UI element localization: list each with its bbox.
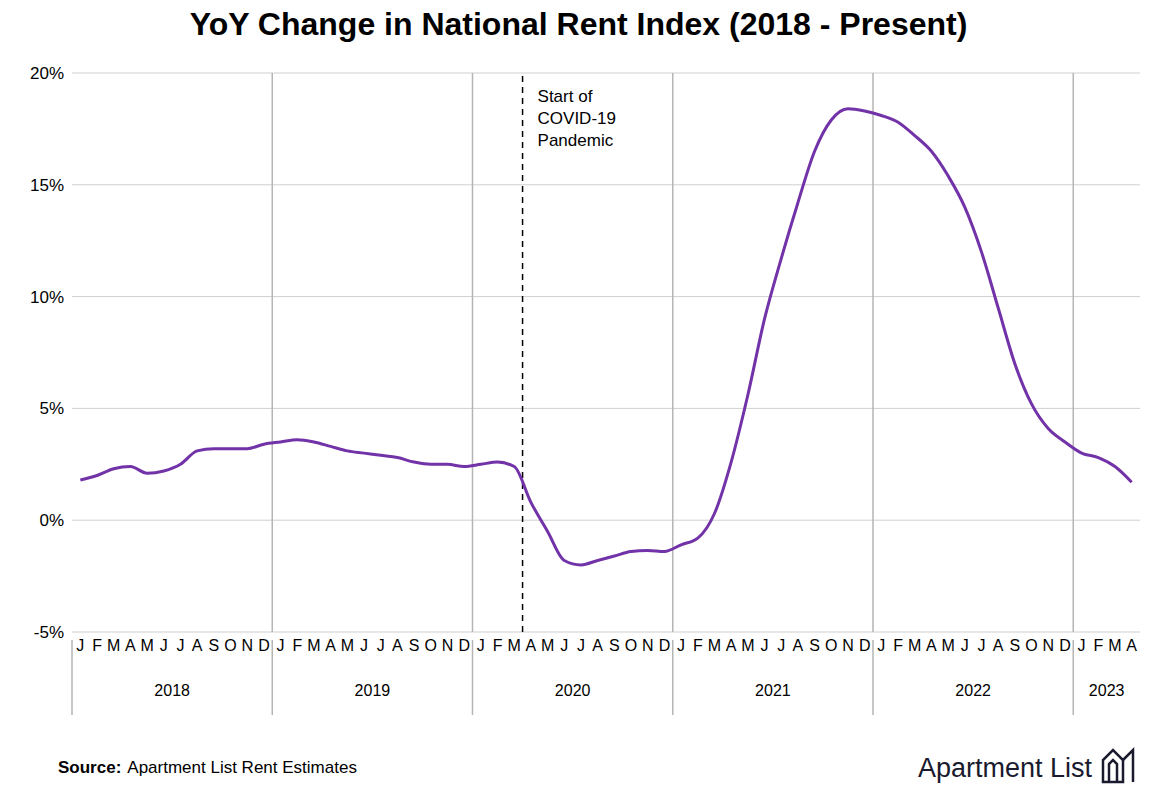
svg-text:J: J xyxy=(176,637,184,654)
svg-text:N: N xyxy=(442,637,454,654)
svg-text:J: J xyxy=(160,637,168,654)
svg-text:S: S xyxy=(809,637,820,654)
svg-text:A: A xyxy=(993,637,1004,654)
svg-text:F: F xyxy=(1093,637,1103,654)
svg-text:J: J xyxy=(577,637,585,654)
svg-text:2019: 2019 xyxy=(355,682,391,699)
svg-text:O: O xyxy=(1025,637,1037,654)
svg-text:J: J xyxy=(560,637,568,654)
svg-text:O: O xyxy=(425,637,437,654)
svg-text:D: D xyxy=(458,637,470,654)
svg-text:D: D xyxy=(659,637,671,654)
svg-text:J: J xyxy=(277,637,285,654)
svg-text:J: J xyxy=(1078,637,1086,654)
svg-text:O: O xyxy=(224,637,236,654)
svg-text:N: N xyxy=(642,637,654,654)
svg-text:M: M xyxy=(1108,637,1121,654)
svg-text:2020: 2020 xyxy=(555,682,591,699)
svg-text:2022: 2022 xyxy=(955,682,991,699)
svg-text:F: F xyxy=(693,637,703,654)
svg-text:M: M xyxy=(741,637,754,654)
svg-text:M: M xyxy=(708,637,721,654)
svg-text:J: J xyxy=(877,637,885,654)
svg-text:D: D xyxy=(859,637,871,654)
svg-text:F: F xyxy=(92,637,102,654)
svg-text:N: N xyxy=(842,637,854,654)
svg-text:A: A xyxy=(1126,637,1137,654)
svg-text:J: J xyxy=(76,637,84,654)
svg-text:S: S xyxy=(209,637,220,654)
svg-text:Apartment List: Apartment List xyxy=(918,753,1093,783)
svg-text:10%: 10% xyxy=(30,288,64,307)
svg-text:A: A xyxy=(325,637,336,654)
svg-text:Source:Apartment List Rent Est: Source:Apartment List Rent Estimates xyxy=(58,758,357,777)
svg-text:A: A xyxy=(192,637,203,654)
svg-text:J: J xyxy=(977,637,985,654)
svg-text:M: M xyxy=(908,637,921,654)
svg-text:D: D xyxy=(258,637,270,654)
svg-text:N: N xyxy=(241,637,253,654)
svg-text:2023: 2023 xyxy=(1089,682,1125,699)
svg-text:A: A xyxy=(726,637,737,654)
svg-text:A: A xyxy=(392,637,403,654)
svg-text:M: M xyxy=(107,637,120,654)
svg-text:J: J xyxy=(761,637,769,654)
svg-text:M: M xyxy=(140,637,153,654)
svg-text:S: S xyxy=(1010,637,1021,654)
svg-text:A: A xyxy=(592,637,603,654)
svg-text:F: F xyxy=(893,637,903,654)
svg-text:F: F xyxy=(292,637,302,654)
svg-text:J: J xyxy=(961,637,969,654)
svg-text:S: S xyxy=(609,637,620,654)
svg-text:F: F xyxy=(493,637,503,654)
svg-text:M: M xyxy=(508,637,521,654)
svg-text:J: J xyxy=(777,637,785,654)
svg-text:A: A xyxy=(926,637,937,654)
svg-text:S: S xyxy=(409,637,420,654)
svg-text:15%: 15% xyxy=(30,176,64,195)
svg-text:J: J xyxy=(360,637,368,654)
svg-text:-5%: -5% xyxy=(34,623,64,642)
svg-text:0%: 0% xyxy=(39,511,64,530)
svg-text:20%: 20% xyxy=(30,64,64,83)
html-text:YoY Change in National Rent In: YoY Change in National Rent Index (2018 … xyxy=(189,6,968,42)
svg-text:M: M xyxy=(307,637,320,654)
svg-text:M: M xyxy=(541,637,554,654)
svg-text:2021: 2021 xyxy=(755,682,791,699)
svg-text:J: J xyxy=(377,637,385,654)
svg-text:M: M xyxy=(341,637,354,654)
svg-text:2018: 2018 xyxy=(154,682,190,699)
svg-text:D: D xyxy=(1059,637,1071,654)
svg-text:J: J xyxy=(677,637,685,654)
svg-text:A: A xyxy=(125,637,136,654)
svg-text:M: M xyxy=(941,637,954,654)
svg-text:Start ofCOVID-19Pandemic: Start ofCOVID-19Pandemic xyxy=(538,87,616,150)
svg-text:A: A xyxy=(793,637,804,654)
svg-text:N: N xyxy=(1042,637,1054,654)
svg-text:A: A xyxy=(526,637,537,654)
svg-text:J: J xyxy=(477,637,485,654)
svg-text:O: O xyxy=(825,637,837,654)
svg-text:O: O xyxy=(625,637,637,654)
svg-text:5%: 5% xyxy=(39,399,64,418)
